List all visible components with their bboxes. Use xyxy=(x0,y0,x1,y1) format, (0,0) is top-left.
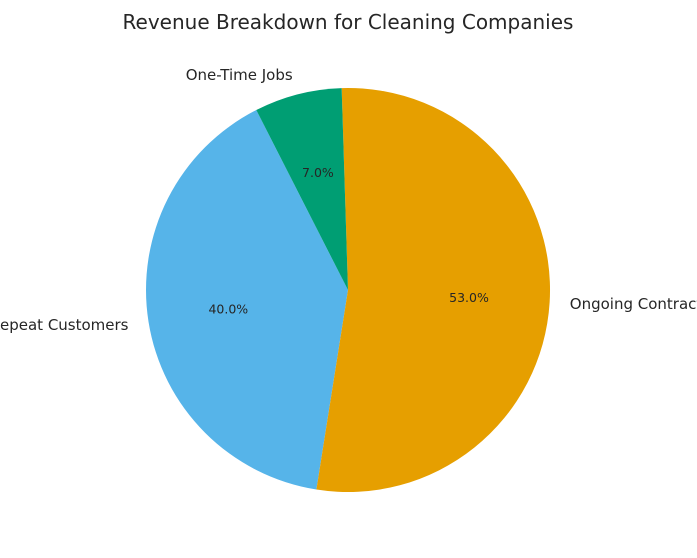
pie-category-label-ongoing-contracts: Ongoing Contracts xyxy=(570,295,697,313)
pie-slices xyxy=(146,87,551,492)
pie-slice-repeat-customers xyxy=(146,110,348,490)
pie-pct-label-ongoing-contracts: 53.0% xyxy=(449,290,489,305)
pie-pct-label-repeat-customers: 40.0% xyxy=(208,302,248,317)
pie-pct-label-one-time-jobs: 7.0% xyxy=(302,165,334,180)
pie-category-label-repeat-customers: Repeat Customers xyxy=(0,316,129,334)
pie-slice-ongoing-contracts xyxy=(316,87,551,492)
pie-slice-one-time-jobs xyxy=(256,88,348,290)
chart-title: Revenue Breakdown for Cleaning Companies xyxy=(123,10,574,34)
pie-labels: 40.0% Repeat Customers 53.0% Ongoing Contra… xyxy=(0,66,697,334)
pie-category-label-one-time-jobs: One-Time Jobs xyxy=(186,66,293,84)
